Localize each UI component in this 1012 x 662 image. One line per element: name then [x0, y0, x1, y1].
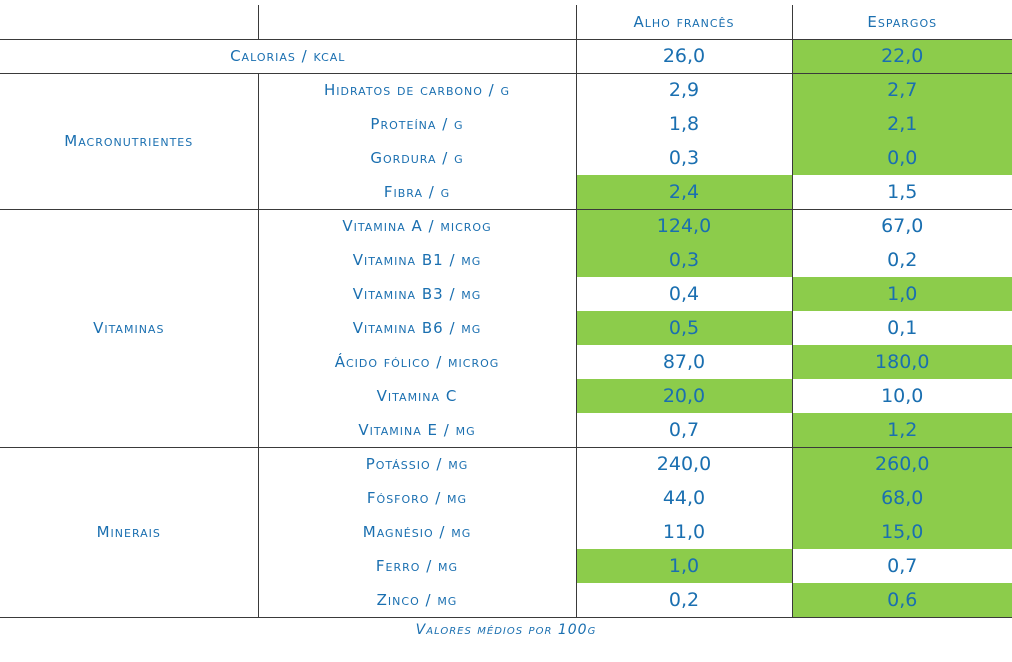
value-alho-frances: 124,0 [576, 209, 793, 243]
nutrient-label: Vitamina B1 / mg [258, 243, 577, 277]
value-espargos: 1,2 [792, 413, 1012, 448]
nutrient-row: Vitamina B1 / mg 0,3 0,2 [0, 243, 1012, 277]
nutrient-label: Vitamina B3 / mg [258, 277, 577, 311]
value-alho-frances: 87,0 [576, 345, 793, 379]
header-espargos: Espargos [867, 12, 938, 31]
value-alho-frances: 44,0 [576, 481, 793, 515]
header-row: Alho francês Espargos [0, 5, 1012, 39]
group-label-minerais: Minerais [0, 447, 259, 618]
nutrient-row: Zinco / mg 0,2 0,6 [0, 583, 1012, 618]
nutrient-row: Fósforo / mg 44,0 68,0 [0, 481, 1012, 515]
value-espargos: 1,0 [792, 277, 1012, 311]
nutrient-label: Vitamina A / microg [258, 209, 577, 243]
value-alho-frances: 1,0 [576, 549, 793, 583]
group-label-vitaminas: Vitaminas [0, 209, 259, 448]
nutrient-row: Ácido fólico / microg 87,0 180,0 [0, 345, 1012, 379]
nutrient-row: Gordura / g 0,3 0,0 [0, 141, 1012, 175]
value-espargos: 0,6 [792, 583, 1012, 618]
header-empty-cell [258, 5, 577, 39]
value-alho-frances: 2,9 [576, 73, 793, 107]
value-alho-frances: 0,3 [576, 243, 793, 277]
nutrient-label: Gordura / g [258, 141, 577, 175]
nutrient-row: Vitamina E / mg 0,7 1,2 [0, 413, 1012, 448]
nutrient-label: Ferro / mg [258, 549, 577, 583]
value-alho-frances: 0,2 [576, 583, 793, 618]
value-espargos: 260,0 [792, 447, 1012, 481]
table-caption: Valores médios por 100g [415, 622, 597, 638]
nutrient-row: Proteína / g 1,8 2,1 [0, 107, 1012, 141]
value-alho-frances: 1,8 [576, 107, 793, 141]
nutrition-table: Alho francês Espargos Calorias / kcal 26… [0, 5, 1012, 618]
value-alho-frances: 0,7 [576, 413, 793, 448]
value-espargos: 1,5 [792, 175, 1012, 210]
value-espargos: 0,7 [887, 555, 918, 577]
value-alho-frances: 0,5 [576, 311, 793, 345]
calories-espargos: 22,0 [792, 38, 1012, 74]
nutrient-row: Vitaminas Vitamina A / microg 124,0 67,0 [0, 209, 1012, 448]
nutrient-row: Fibra / g 2,4 1,5 [0, 175, 1012, 210]
value-alho-frances: 240,0 [576, 447, 793, 481]
header-empty-cell [0, 5, 259, 39]
value-espargos: 0,0 [792, 141, 1012, 175]
value-alho-frances: 11,0 [576, 515, 793, 549]
calories-row: Calorias / kcal 26,0 22,0 [0, 38, 1012, 74]
nutrient-row: Ferro / mg 1,0 0,7 [0, 549, 1012, 583]
nutrient-label: Fósforo / mg [258, 481, 577, 515]
nutrient-row: Vitamina B6 / mg 0,5 0,1 [0, 311, 1012, 345]
value-alho-frances: 0,4 [576, 277, 793, 311]
value-espargos: 0,2 [887, 249, 918, 271]
nutrient-row: Minerais Potássio / mg 240,0 260,0 [0, 447, 1012, 618]
value-espargos: 68,0 [792, 481, 1012, 515]
nutrient-label: Magnésio / mg [258, 515, 577, 549]
nutrient-label: Ácido fólico / microg [258, 345, 577, 379]
value-alho-frances: 2,4 [576, 175, 793, 210]
nutrient-row: Vitamina C 20,0 10,0 [0, 379, 1012, 413]
value-espargos: 2,1 [792, 107, 1012, 141]
nutrient-label: Vitamina E / mg [258, 413, 577, 448]
value-espargos: 0,1 [887, 317, 918, 339]
value-espargos: 15,0 [792, 515, 1012, 549]
header-alho-frances: Alho francês [576, 5, 793, 39]
value-espargos: 67,0 [881, 215, 924, 238]
nutrient-label: Proteína / g [258, 107, 577, 141]
group-label-macronutrientes: Macronutrientes [0, 73, 259, 210]
nutrient-label: Vitamina B6 / mg [258, 311, 577, 345]
nutrient-label: Hidratos de carbono / g [258, 73, 577, 107]
calories-alho-frances: 26,0 [576, 38, 793, 74]
nutrient-row: Magnésio / mg 11,0 15,0 [0, 515, 1012, 549]
nutrient-label: Vitamina C [258, 379, 577, 413]
nutrient-row: Macronutrientes Hidratos de carbono / g 2,… [0, 73, 1012, 210]
value-espargos: 10,0 [881, 385, 924, 407]
value-espargos: 2,7 [792, 73, 1012, 107]
value-espargos: 180,0 [792, 345, 1012, 379]
nutrient-row: Vitamina B3 / mg 0,4 1,0 [0, 277, 1012, 311]
calories-label: Calorias / kcal [0, 38, 577, 74]
nutrient-label: Fibra / g [258, 175, 577, 210]
value-alho-frances: 20,0 [576, 379, 793, 413]
nutrient-label: Zinco / mg [258, 583, 577, 618]
value-alho-frances: 0,3 [576, 141, 793, 175]
nutrient-label: Potássio / mg [258, 447, 577, 481]
